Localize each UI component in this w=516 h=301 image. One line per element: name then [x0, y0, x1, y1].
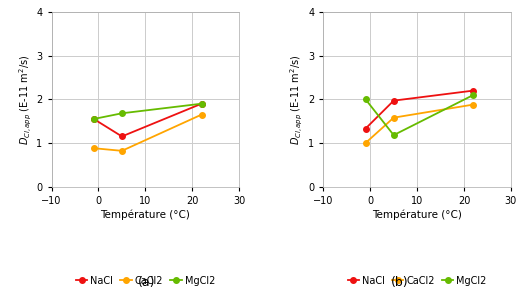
X-axis label: Température (°C): Température (°C) — [101, 210, 190, 220]
Legend: NaCl, CaCl2, MgCl2: NaCl, CaCl2, MgCl2 — [72, 272, 219, 290]
X-axis label: Température (°C): Température (°C) — [372, 210, 462, 220]
Text: (a): (a) — [138, 276, 156, 289]
Y-axis label: $D_{Cl,app}$ (E-11 m$^2$/s): $D_{Cl,app}$ (E-11 m$^2$/s) — [18, 54, 34, 144]
Y-axis label: $D_{Cl,app}$ (E-11 m$^2$/s): $D_{Cl,app}$ (E-11 m$^2$/s) — [289, 54, 305, 144]
Text: (b): (b) — [391, 276, 409, 289]
Legend: NaCl, CaCl2, MgCl2: NaCl, CaCl2, MgCl2 — [344, 272, 491, 290]
